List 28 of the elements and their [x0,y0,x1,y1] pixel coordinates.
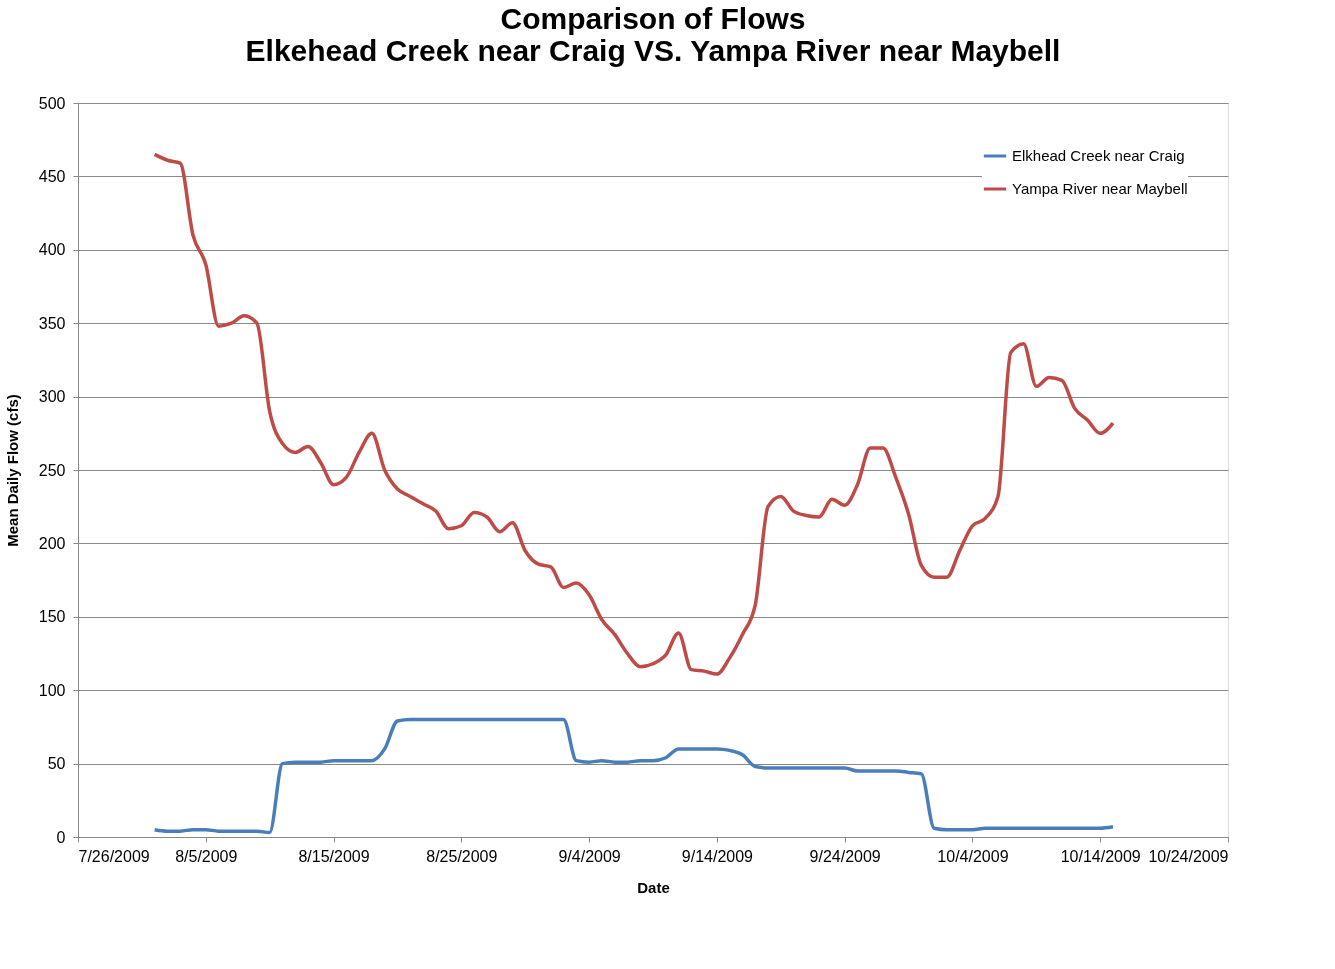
x-tick-label: 8/25/2009 [426,847,498,865]
y-axis-title: Mean Daily Flow (cfs) [3,394,21,547]
text: Elkehead Creek near Craig VS. Yampa River near Maybell [245,34,1061,67]
legend-label: Elkhead Creek near Craig [1012,147,1185,164]
y-tick-label: 500 [38,94,66,112]
x-tick-label: 10/24/2009 [1148,847,1229,865]
legend-label: Yampa River near Maybell [1012,180,1188,197]
x-tick-label: 9/4/2009 [558,847,621,865]
y-tick-label: 150 [38,608,66,626]
y-tick-label: 450 [38,167,66,185]
y-tick-label: 50 [47,755,66,773]
y-tick-label: 250 [38,461,66,479]
x-tick-label: 8/15/2009 [298,847,370,865]
y-tick-label: 200 [38,534,66,552]
x-tick-label: 9/24/2009 [809,847,881,865]
y-tick-label: 400 [38,241,66,259]
x-tick-label: 7/26/2009 [78,847,150,865]
y-tick-label: 100 [38,681,66,699]
y-tick-label: 300 [38,388,66,406]
text: Comparison of Flows [500,2,806,35]
x-axis-title: Date [637,878,670,896]
x-tick-label: 8/5/2009 [175,847,238,865]
x-tick-label: 10/14/2009 [1060,847,1141,865]
x-tick-label: 10/4/2009 [937,847,1009,865]
y-tick-label: 0 [56,828,66,846]
y-tick-label: 350 [38,314,66,332]
x-tick-label: 9/14/2009 [681,847,754,865]
line-series [152,717,1115,835]
